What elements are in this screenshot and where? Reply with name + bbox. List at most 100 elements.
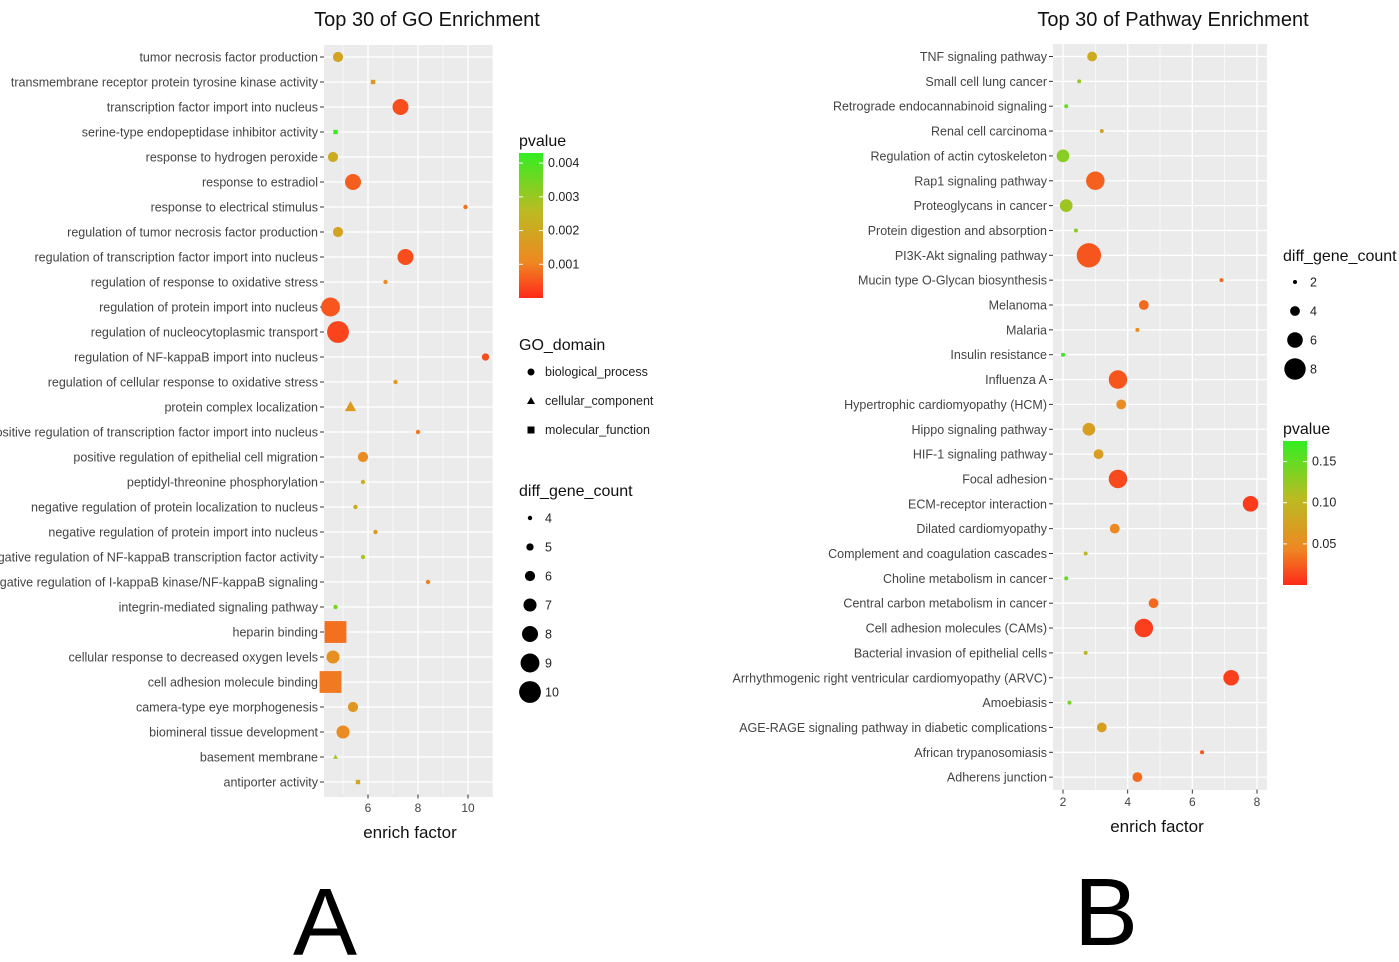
x-tick-label: 10 [461,801,475,815]
y-tick-label: Dilated cardiomyopathy [916,522,1047,536]
colorbar-tick-label: 0.001 [548,257,579,271]
y-tick-label: Melanoma [989,299,1047,313]
data-point [333,129,338,135]
y-tick-label: response to estradiol [202,176,318,190]
y-tick-label: negative regulation of protein import in… [48,526,318,540]
data-point [344,400,357,412]
data-point [1073,228,1078,233]
y-tick-label: cellular response to decreased oxygen le… [69,651,318,665]
pvalue-legend: pvalue 0.004 0.003 0.002 0.001 [519,133,579,298]
y-tick-label: TNF signaling pathway [920,50,1048,64]
data-point [1077,79,1082,84]
circle-shape-key [527,368,535,376]
legend-label: molecular_function [545,423,650,437]
y-tick-label: regulation of tumor necrosis factor prod… [67,226,318,240]
y-tick-label: regulation of nucleocytoplasmic transpor… [91,326,319,340]
size-key [519,681,541,703]
size-key [1287,332,1303,348]
y-tick-label: Mucin type O-Glycan biosynthesis [858,274,1047,288]
data-point [347,701,359,713]
y-tick-label: Cell adhesion molecules (CAMs) [866,622,1047,636]
diff-gene-count-legend: diff_gene_count 2 4 6 8 [1283,248,1397,380]
data-point [1087,51,1097,62]
x-axis-title: enrich factor [1110,817,1204,836]
y-tick-label: Complement and coagulation cascades [828,547,1047,561]
y-tick-label: regulation of protein import into nucleu… [99,301,318,315]
data-point [425,579,431,585]
data-point [1086,171,1105,190]
chart-title: Top 30 of GO Enrichment [314,9,540,31]
data-point [1056,149,1070,163]
data-point [1108,469,1128,489]
legend-label: 10 [545,686,559,700]
data-point [392,99,409,115]
size-key [523,598,537,612]
size-key [527,515,533,521]
data-point [327,151,339,163]
data-point [373,529,378,535]
legend-label: 5 [545,541,552,555]
x-axis-title: enrich factor [363,823,457,842]
data-point [1116,399,1127,410]
colorbar-tick-label: 0.15 [1312,455,1336,469]
y-tick-label: Insulin resistance [950,348,1047,362]
x-tick-label: 6 [365,801,372,815]
data-point [383,279,388,285]
y-tick-label: negative regulation of protein localizat… [31,501,318,515]
size-key [1290,306,1300,316]
data-point [1093,449,1104,459]
go-domain-legend: GO_domain biological_process cellular_co… [519,337,654,437]
data-point [1099,129,1104,134]
y-tick-label: regulation of NF-kappaB import into nucl… [74,351,318,365]
data-point [397,249,414,265]
y-tick-label: regulation of cellular response to oxida… [48,376,318,390]
panel-label: B [1074,859,1138,962]
data-point [393,379,398,385]
data-point [333,754,338,759]
go-enrichment-chart: Top 30 of GO Enrichment tumor necrosis f… [0,9,654,962]
y-tick-label: Retrograde endocannabinoid signaling [833,100,1047,114]
data-point [370,79,376,85]
y-tick-label: response to electrical stimulus [151,201,318,215]
y-tick-label: basement membrane [200,751,318,765]
legend-title: pvalue [519,133,566,150]
x-tick-label: 4 [1124,795,1131,809]
data-point [1082,422,1096,436]
data-point [327,321,349,343]
colorbar-tick-label: 0.002 [548,224,579,238]
data-point [1138,300,1149,310]
data-point [324,621,347,643]
pvalue-legend: pvalue 0.15 0.10 0.05 [1283,421,1336,585]
y-tick-label: PI3K-Akt signaling pathway [895,249,1048,263]
data-point [326,650,340,664]
x-tick-label: 8 [415,801,422,815]
data-point [319,671,342,693]
y-tick-label: Rap1 signaling pathway [914,174,1047,188]
y-tick-label: Small cell lung cancer [925,75,1047,89]
square-shape-key [527,426,535,434]
data-point [1064,104,1069,109]
legend-title: GO_domain [519,337,605,354]
data-point [1219,278,1224,283]
legend-title: pvalue [1283,421,1330,438]
y-tick-label: AGE-RAGE signaling pathway in diabetic c… [739,721,1047,735]
legend-label: 6 [545,570,552,584]
data-point [1096,722,1107,733]
data-point [1067,700,1072,705]
data-point [355,779,361,785]
x-tick-label: 2 [1060,795,1067,809]
data-point [1083,551,1088,556]
colorbar [1283,441,1307,585]
y-tick-label: Central carbon metabolism in cancer [843,597,1047,611]
data-point [1148,598,1159,609]
y-tick-label: ECM-receptor interaction [908,497,1047,511]
chart-title: Top 30 of Pathway Enrichment [1037,9,1309,31]
legend-label: 4 [545,512,552,526]
data-point [1134,618,1154,638]
legend-label: biological_process [545,365,648,379]
colorbar-tick-label: 0.10 [1312,496,1336,510]
legend-title: diff_gene_count [519,483,633,500]
y-tick-label: positive regulation of epithelial cell m… [73,451,318,465]
colorbar-tick-label: 0.05 [1312,537,1336,551]
legend-label: 8 [1310,363,1317,377]
